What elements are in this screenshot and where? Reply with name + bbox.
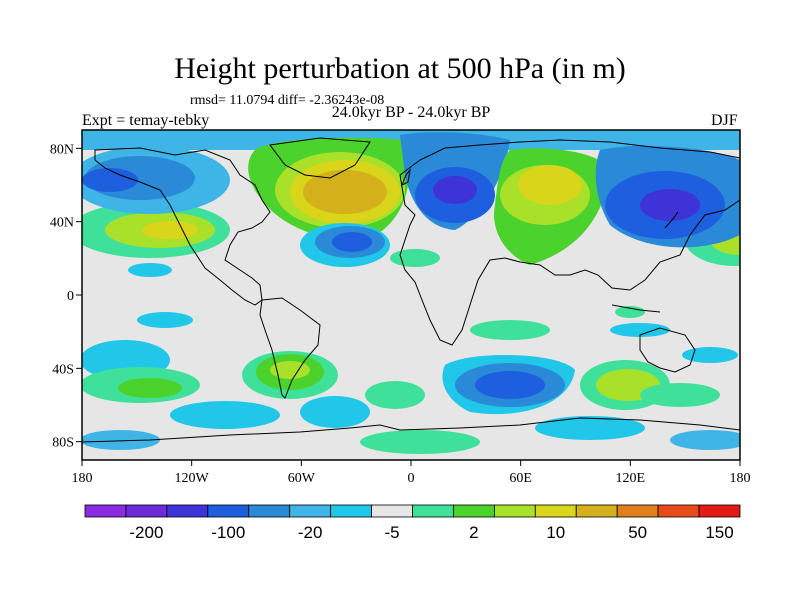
colorbar-swatch: [698, 504, 741, 518]
maritime-continent-minor-low: [610, 323, 670, 337]
colorbar-swatch: [575, 504, 618, 518]
tropical-pacific-minor-low: [128, 263, 172, 277]
y-tick-label: 40S: [52, 362, 74, 377]
x-tick-label: 60W: [288, 471, 316, 486]
colorbar-swatch: [453, 504, 495, 518]
x-tick-label: 0: [408, 471, 415, 486]
coast-eurasia-africa: [399, 139, 740, 346]
eurasia-high: [494, 148, 610, 265]
colorbar-swatch: [371, 504, 413, 518]
west-north-america-low: [82, 146, 230, 214]
x-tick-label: 60E: [509, 471, 532, 486]
colorbar-swatch: [166, 504, 209, 518]
colorbar-label: 150: [705, 523, 733, 542]
y-tick-label: 80N: [50, 142, 74, 157]
y-tick-label: 40N: [50, 216, 74, 231]
experiment-label: Expt = temay-tebky: [82, 112, 210, 129]
indian-ocean-minor-high: [470, 320, 550, 340]
colorbar-label: 2: [469, 523, 478, 542]
plot-title: Height perturbation at 500 hPa (in m): [174, 52, 626, 85]
south-atlantic-low: [300, 396, 370, 428]
colorbar-swatch: [412, 504, 454, 518]
colorbar-swatch: [493, 504, 536, 518]
north-africa-minor-high: [390, 249, 440, 267]
season-label: DJF: [711, 112, 738, 129]
anomaly-field: [82, 130, 740, 460]
coast-antarctica: [82, 417, 740, 443]
stats-line: rmsd= 11.0794 diff= -2.36243e-08: [190, 93, 385, 108]
colorbar-swatch: [207, 504, 250, 518]
southern-south-america-high: [242, 351, 338, 399]
colorbar-swatch: [616, 504, 659, 518]
coast-japan: [664, 211, 679, 229]
x-tick-label: 180: [72, 471, 93, 486]
coast-uk: [401, 168, 411, 187]
east-asia-low: [595, 145, 740, 248]
colorbar: [84, 504, 741, 518]
colorbar-swatch: [330, 504, 372, 518]
south-pacific-high: [82, 340, 200, 403]
south-pacific-minor-low: [682, 347, 738, 363]
south-australia-high: [580, 360, 720, 410]
greenland-high: [248, 137, 410, 241]
coast-indonesia: [611, 304, 661, 313]
colorbar-label: 50: [628, 523, 647, 542]
y-axis-ticks: 80N 40N 0 40S 80S: [50, 142, 74, 450]
coast-north-america: [94, 147, 271, 306]
colorbar-swatch: [534, 504, 577, 518]
colorbar-label: -200: [129, 523, 163, 542]
axis-ticks: [76, 147, 741, 466]
tropical-pacific-minor-low-2: [137, 312, 193, 328]
colorbar-labels: -200 -100 -20 -5 2 10 50 150: [129, 523, 733, 542]
coast-south-america: [259, 297, 321, 399]
y-tick-label: 0: [67, 289, 74, 304]
colorbar-swatch: [289, 504, 332, 518]
colorbar-swatch: [657, 504, 700, 518]
coast-greenland: [269, 137, 371, 179]
x-tick-label: 120W: [175, 471, 210, 486]
x-axis-ticks: 180 120W 60W 0 60E 120E 180: [72, 471, 751, 486]
colorbar-swatch: [125, 504, 168, 518]
colorbar-label: -20: [298, 523, 323, 542]
colorbar-swatch: [84, 504, 127, 518]
x-tick-label: 120E: [616, 471, 646, 486]
mid-atlantic-low: [300, 223, 390, 267]
southern-band: [82, 381, 740, 454]
colorbar-label: 10: [546, 523, 565, 542]
colorbar-label: -5: [384, 523, 399, 542]
period-label: 24.0kyr BP - 24.0kyr BP: [331, 104, 491, 121]
y-tick-label: 80S: [52, 436, 74, 451]
x-tick-label: 180: [730, 471, 751, 486]
south-indian-ocean-low: [442, 354, 575, 415]
coast-australia: [639, 327, 696, 373]
maritime-continent-minor-high: [615, 306, 645, 318]
colorbar-swatch: [248, 504, 291, 518]
colorbar-label: -100: [211, 523, 245, 542]
coastlines: [82, 137, 740, 443]
